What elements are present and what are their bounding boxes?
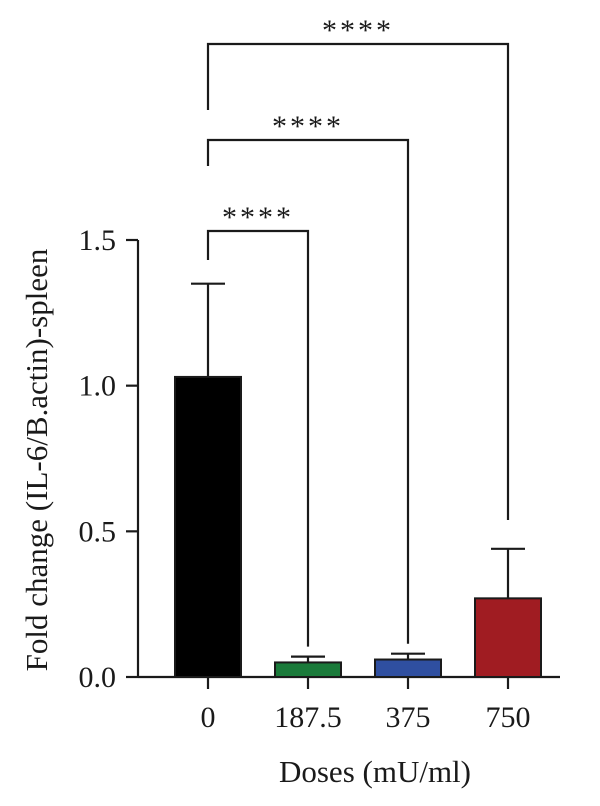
significance-label-0: **** bbox=[222, 201, 294, 234]
significance-bracket-1 bbox=[206, 138, 410, 644]
bar-187.5 bbox=[274, 661, 342, 679]
y-tick-label-1: 0.5 bbox=[79, 515, 117, 548]
x-tick-label-0: 0 bbox=[201, 701, 216, 734]
x-axis-title: Doses (mU/ml) bbox=[279, 754, 471, 789]
significance-label-2: **** bbox=[322, 14, 394, 47]
y-tick-label-3: 1.5 bbox=[79, 224, 117, 257]
y-tick-label-0: 0.0 bbox=[79, 661, 117, 694]
error-bars bbox=[191, 282, 525, 663]
x-tick-label-2: 375 bbox=[386, 701, 431, 734]
significance-bracket-0 bbox=[206, 229, 310, 647]
bars bbox=[174, 375, 542, 679]
x-axis: 0 187.5 375 750 bbox=[138, 675, 560, 734]
significance-label-1: **** bbox=[272, 110, 344, 143]
bar-0 bbox=[174, 375, 242, 678]
x-tick-label-3: 750 bbox=[486, 701, 531, 734]
significance-brackets: **** **** **** bbox=[206, 14, 510, 647]
bar-750 bbox=[474, 597, 542, 679]
y-tick-label-2: 1.0 bbox=[79, 370, 117, 403]
significance-bracket-2 bbox=[206, 42, 510, 520]
x-tick-label-1: 187.5 bbox=[274, 701, 342, 734]
bar-375 bbox=[374, 658, 442, 679]
y-axis-title: Fold change (IL-6/B.actin)-spleen bbox=[19, 248, 54, 671]
y-axis: 0.0 0.5 1.0 1.5 bbox=[79, 224, 140, 694]
